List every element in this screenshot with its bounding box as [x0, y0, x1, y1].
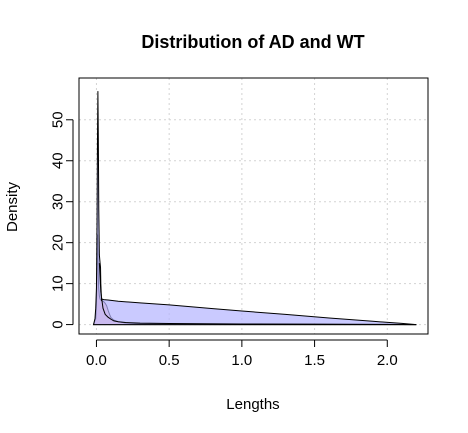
density-area-2: [92, 91, 417, 326]
plot-frame: [78, 77, 429, 335]
x-axis: 0.0 0.5 1.0 1.5 2.0: [86, 339, 398, 369]
x-tick-label: 0.5: [159, 352, 180, 369]
y-tick-label: 50: [50, 111, 67, 128]
x-tick-label: 0.0: [86, 352, 107, 369]
x-tick-label: 1.5: [304, 352, 325, 369]
x-axis-label: Lengths: [226, 396, 279, 413]
y-axis: 0 10 20 30 40 50: [50, 111, 74, 329]
density-curves: [98, 263, 417, 326]
y-tick-label: 40: [50, 152, 67, 169]
x-tick-label: 1.0: [231, 352, 252, 369]
y-tick-label: 30: [50, 193, 67, 210]
y-tick-label: 0: [50, 320, 67, 328]
y-tick-label: 20: [50, 234, 67, 251]
x-tick-label: 2.0: [377, 352, 398, 369]
density-areas: [92, 91, 417, 326]
chart-title: Distribution of AD and WT: [141, 32, 364, 52]
density-curve: [98, 263, 417, 326]
y-tick-label: 10: [50, 275, 67, 292]
grid: [79, 78, 428, 334]
y-axis-label: Density: [4, 181, 21, 232]
